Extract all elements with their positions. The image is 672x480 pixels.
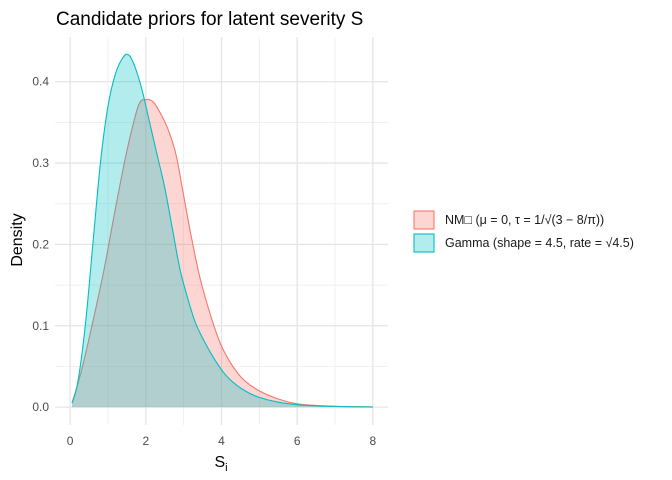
legend-label-2: Gamma (shape = 4.5, rate = √4.5) [445,236,634,250]
y-axis-title: Density [9,213,26,266]
legend-key-2 [413,233,435,253]
y-tick-label: 0.2 [32,237,49,251]
x-tick-label: 2 [142,434,149,448]
x-tick-label: 0 [67,434,74,448]
density-line-1 [71,98,373,408]
x-axis-ticks: 0 2 4 6 8 [67,434,377,448]
y-tick-label: 0.0 [32,400,49,414]
legend-key-background [413,210,435,230]
legend: NM□ (μ = 0, τ = 1/√(3 − 8/π)) Gamma (shap… [413,210,634,253]
y-tick-label: 0.4 [32,75,49,89]
y-axis-ticks: 0.0 0.1 0.2 0.3 0.4 [32,75,49,414]
density-areas [71,53,373,408]
y-tick-label: 0.3 [32,156,49,170]
y-tick-label: 0.1 [32,319,49,333]
x-axis-title: Si [214,454,227,474]
density-area-2 [72,54,373,408]
legend-label-1: NM□ (μ = 0, τ = 1/√(3 − 8/π)) [445,213,604,227]
density-area-1 [72,99,373,408]
x-tick-label: 4 [218,434,225,448]
legend-key-background [413,233,435,253]
x-axis-title-main: S [214,454,225,471]
legend-key-1 [413,210,435,230]
grid [55,37,388,425]
chart-title: Candidate priors for latent severity S [56,9,363,30]
x-axis-title-subscript: i [225,462,227,474]
x-tick-label: 6 [294,434,301,448]
x-tick-label: 8 [370,434,377,448]
density-line-2 [71,53,373,408]
